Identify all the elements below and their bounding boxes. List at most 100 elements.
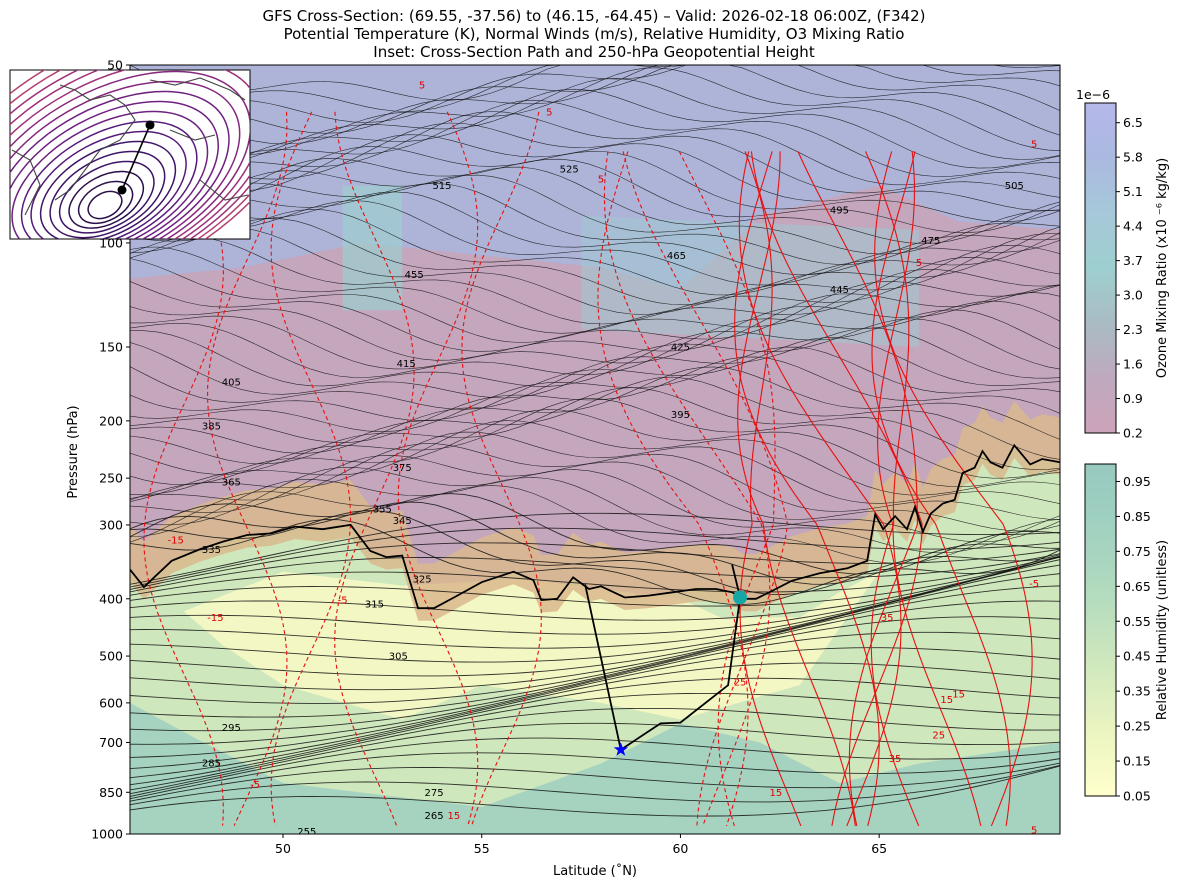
- theta-label: 415: [397, 359, 416, 370]
- theta-label: 305: [389, 652, 408, 663]
- inset-height-contour: [20, 120, 198, 239]
- theta-contour: [130, 146, 1060, 223]
- theta-contour: [130, 300, 1060, 378]
- theta-contour: [130, 183, 1060, 265]
- y-tick-label: 850: [99, 785, 123, 800]
- theta-contour: [130, 387, 1060, 475]
- plot-frame: [129, 64, 1061, 835]
- y-tick-label: 500: [99, 649, 123, 664]
- x-tick-label: 50: [275, 841, 291, 856]
- x-tick-label: 60: [672, 841, 688, 856]
- theta-contour: [130, 208, 1060, 296]
- ozone-colorbar: 1e−6 0.2 0.9 1.6 2.3 3.0 3.7 4.4 5.1 5.8 6.5 Ozon…: [1076, 87, 1170, 441]
- theta-contour: [130, 65, 1060, 134]
- inset-height-contour: [30, 130, 187, 239]
- theta-label: 335: [202, 545, 221, 556]
- theta-label: 315: [365, 599, 384, 610]
- potential-temperature-contours: [130, 65, 1060, 817]
- theta-contour: [130, 218, 1060, 306]
- colorbar-tick-label: 0.75: [1123, 544, 1151, 559]
- theta-contour: [130, 765, 1060, 817]
- rh-colorbar-fill: [1084, 463, 1117, 797]
- theta-contour: [130, 65, 1060, 101]
- colorbar-tick-label: 0.45: [1123, 649, 1151, 664]
- x-axis: 50 55 60 65: [275, 834, 887, 856]
- y-tick-label: 1000: [91, 827, 123, 842]
- theta-contour: [130, 292, 1060, 370]
- theta-contour: [130, 65, 1060, 123]
- theta-contour: [130, 542, 1060, 590]
- wind-label: 5: [1031, 139, 1037, 150]
- y-tick-label: 700: [99, 735, 123, 750]
- theta-contour: [130, 346, 1060, 433]
- wind-contour: [597, 151, 749, 827]
- inset-height-contour: [58, 160, 155, 234]
- theta-contour: [130, 284, 1060, 361]
- inset-height-contour: [10, 80, 241, 239]
- colorbar-tick-label: 5.1: [1123, 184, 1143, 199]
- y-tick-label: 250: [99, 471, 123, 486]
- colorbar-tick-label: 2.3: [1123, 322, 1143, 337]
- inset-height-contour: [87, 190, 123, 220]
- theta-contour: [130, 309, 1060, 387]
- colorbar-tick-label: 0.05: [1123, 789, 1151, 804]
- y-tick-label: 600: [99, 695, 123, 710]
- wind-label: 15: [769, 788, 782, 799]
- wind-label: 5: [598, 175, 604, 186]
- y-tick-label: 150: [99, 340, 123, 355]
- theta-label: 405: [222, 378, 241, 389]
- wind-contour-negative: [270, 111, 352, 826]
- wind-label: 5: [1031, 826, 1037, 837]
- chart-title-line3: Inset: Cross-Section Path and 250-hPa Ge…: [373, 43, 815, 61]
- inset-height-contour: [10, 90, 230, 239]
- theta-contour: [130, 707, 1060, 791]
- theta-contour: [130, 376, 1060, 465]
- inset-path-end: [117, 185, 127, 195]
- colorbar-tick-label: 0.9: [1123, 391, 1143, 406]
- colorbar-tick-label: 0.2: [1123, 426, 1143, 441]
- theta-contour: [130, 200, 1060, 286]
- theta-contour: [130, 420, 1060, 502]
- normal-wind-contours: [143, 111, 1033, 827]
- theta-contour: [130, 677, 1060, 779]
- theta-label: 395: [671, 410, 690, 421]
- theta-label: 455: [405, 270, 424, 281]
- marker-stem: [620, 597, 741, 751]
- theta-label: 265: [424, 811, 443, 822]
- wind-label: 5: [916, 258, 922, 269]
- theta-label: 285: [202, 758, 221, 769]
- theta-label: 445: [830, 285, 849, 296]
- theta-label: 515: [432, 181, 451, 192]
- theta-label: 505: [1005, 181, 1024, 192]
- theta-label: 465: [667, 251, 686, 262]
- theta-label: 525: [560, 165, 579, 176]
- theta-contour: [130, 493, 1060, 575]
- theta-contour: [130, 65, 1060, 112]
- star-marker: [613, 742, 628, 756]
- x-tick-label: 65: [871, 841, 887, 856]
- theta-contour: [130, 166, 1060, 244]
- colorbar-tick-label: 0.25: [1123, 719, 1151, 734]
- theta-contour: [130, 318, 1060, 399]
- ozone-colorbar-label: Ozone Mixing Ratio (x10 ⁻⁶ kg/kg): [1155, 158, 1170, 378]
- theta-contour: [130, 764, 1060, 806]
- colorbar-tick-label: 1.6: [1123, 357, 1143, 372]
- wind-label: 35: [889, 754, 902, 765]
- background-fields: [130, 65, 1060, 834]
- circle-marker: [733, 590, 748, 605]
- inset-coastline: [11, 77, 249, 216]
- theta-label: 255: [297, 827, 316, 838]
- y-tick-label: 200: [99, 413, 123, 428]
- wind-label: -5: [1029, 579, 1039, 590]
- theta-label: 475: [921, 236, 940, 247]
- y-tick-label: 300: [99, 517, 123, 532]
- rh-colorbar: 0.05 0.15 0.25 0.35 0.45 0.55 0.65 0.75 0.85 0.95…: [1084, 463, 1170, 804]
- theta-contour: [130, 398, 1060, 485]
- theta-contour: [130, 510, 1060, 595]
- wind-contour: [864, 151, 920, 827]
- theta-label: 365: [222, 478, 241, 489]
- theta-contour: [130, 258, 1060, 343]
- theta-contour: [130, 527, 1060, 588]
- theta-contour: [130, 662, 1060, 770]
- theta-contour: [130, 585, 1060, 704]
